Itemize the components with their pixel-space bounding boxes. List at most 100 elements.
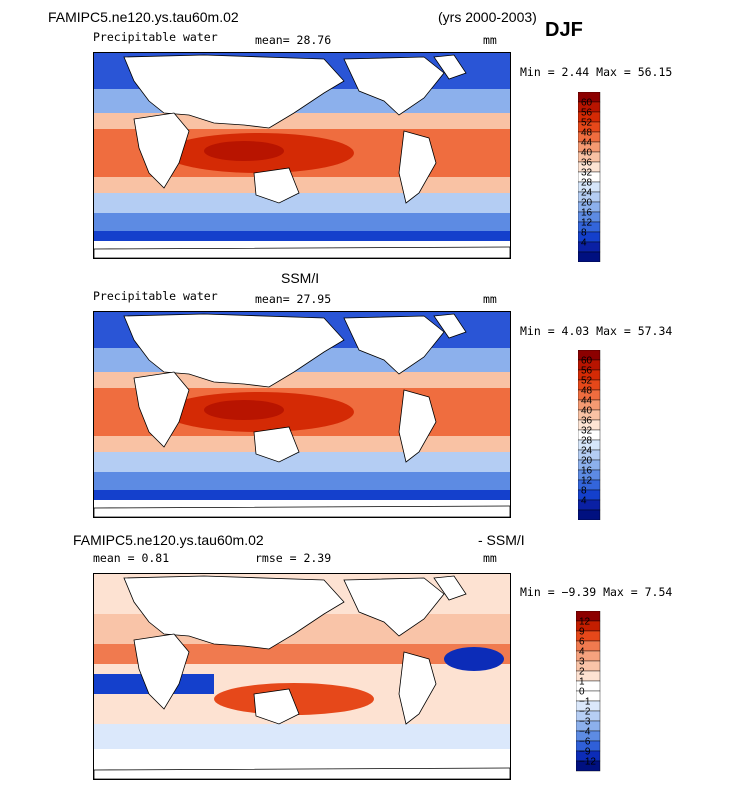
panel1-mean: mean= 28.76: [255, 33, 332, 47]
diff-neg-atlantic: [444, 647, 504, 671]
panel3-minmax: Min = −9.39 Max = 7.54: [520, 585, 673, 599]
cb1-label-1: 60: [581, 98, 593, 109]
land-greenland: [433, 54, 467, 80]
panel3-mean: mean = 0.81: [93, 551, 170, 565]
panel1-colorbar-svg: 60 56 52 48 44 40 36 32 28 24 20 16 12 8…: [577, 91, 601, 263]
cb1-label-6: 40: [581, 148, 593, 159]
field-south-dry: [94, 213, 510, 231]
panel2-title: SSM/I: [281, 270, 320, 286]
cb2-label-13: 12: [581, 476, 593, 487]
cb1-label-10: 24: [581, 188, 593, 199]
panel3-unit: mm: [483, 551, 497, 565]
cb2-label-2: 56: [581, 366, 593, 377]
field-south-mid: [94, 193, 510, 213]
cb2-label-5: 44: [581, 396, 593, 407]
panel2-minmax: Min = 4.03 Max = 57.34: [520, 324, 673, 338]
panel1-unit: mm: [483, 33, 497, 47]
diff-band-s: [94, 724, 510, 749]
panel3-rmse: rmse = 2.39: [255, 551, 332, 565]
cb1-label-4: 48: [581, 128, 593, 139]
panel2-unit: mm: [483, 292, 497, 306]
cb2-box-17: [577, 509, 601, 521]
cb3-label-14: −9: [579, 747, 591, 758]
panel2-colorbar-boxes: [577, 349, 601, 521]
panel1-colorbar-boxes: [577, 91, 601, 263]
cb1-label-2: 56: [581, 108, 593, 119]
cb2-label-14: 8: [581, 486, 587, 497]
land-africa: [133, 371, 190, 448]
land-africa: [133, 633, 190, 710]
cb1-label-12: 16: [581, 208, 593, 219]
land-eurasia: [123, 313, 345, 388]
panel2-mean: mean= 27.95: [255, 292, 332, 306]
cb3-label-6: 2: [579, 667, 585, 678]
cb1-label-9: 28: [581, 178, 593, 189]
field-south-edge: [94, 231, 510, 241]
cb1-box-17: [577, 251, 601, 263]
years-label: (yrs 2000-2003): [438, 9, 537, 25]
land-australia: [253, 426, 300, 463]
cb3-label-13: −6: [579, 737, 591, 748]
land-eurasia: [123, 575, 345, 650]
cb3-label-3: 6: [579, 637, 585, 648]
cb2-label-4: 48: [581, 386, 593, 397]
cb1-label-14: 8: [581, 228, 587, 239]
panel1-colorbar-labels: 60 56 52 48 44 40 36 32 28 24 20 16 12 8…: [581, 98, 593, 249]
land-south-america: [398, 651, 437, 725]
season-label: DJF: [545, 19, 583, 41]
cb2-label-1: 60: [581, 356, 593, 367]
panel3-colorbar: 12 9 6 4 3 2 1 0 −1 −2 −3 −4 −6 −9 −12: [575, 610, 636, 778]
cb2-label-10: 24: [581, 446, 593, 457]
panel2-colorbar-svg: 60 56 52 48 44 40 36 32 28 24 20 16 12 8…: [577, 349, 601, 521]
cb3-label-4: 4: [579, 647, 585, 658]
cb1-label-3: 52: [581, 118, 593, 129]
cb1-label-11: 20: [581, 198, 593, 209]
cb3-box-16: [575, 760, 601, 772]
panel3-map-svg: [94, 574, 510, 779]
cb2-label-15: 4: [581, 496, 587, 507]
land-south-america: [398, 130, 437, 204]
panel3-title-right: - SSM/I: [478, 532, 525, 548]
field-south-mid: [94, 452, 510, 472]
cb2-label-11: 20: [581, 456, 593, 467]
diff-pos-spcz: [214, 683, 374, 715]
land-north-america: [343, 577, 445, 637]
panel3-colorbar-boxes: [575, 610, 601, 772]
panel3-land: [94, 575, 510, 779]
cb2-label-6: 40: [581, 406, 593, 417]
land-eurasia: [123, 54, 345, 129]
cb3-label-2: 9: [579, 627, 585, 638]
land-north-america: [343, 315, 445, 375]
panel2-map-svg: [94, 312, 510, 517]
cb3-label-15: −12: [579, 757, 596, 768]
panel2-colorbar-labels: 60 56 52 48 44 40 36 32 28 24 20 16 12 8…: [581, 356, 593, 507]
panel3-colorbar-labels: 12 9 6 4 3 2 1 0 −1 −2 −3 −4 −6 −9 −12: [579, 617, 596, 768]
field-warm-core: [204, 400, 284, 420]
cb3-label-8: 0: [579, 687, 585, 698]
land-antarctica: [94, 505, 510, 517]
panel1-colorbar: 60 56 52 48 44 40 36 32 28 24 20 16 12 8…: [577, 91, 638, 267]
land-greenland: [433, 313, 467, 339]
land-antarctica: [94, 246, 510, 258]
panel2-land: [94, 313, 510, 517]
field-south-dry: [94, 472, 510, 490]
panel1-map: [93, 52, 511, 259]
land-australia: [253, 688, 300, 725]
panel2-variable-label: Precipitable water: [93, 289, 218, 303]
cb3-label-11: −3: [579, 717, 591, 728]
cb2-label-8: 32: [581, 426, 593, 437]
cb2-label-9: 28: [581, 436, 593, 447]
cb1-label-7: 36: [581, 158, 593, 169]
cb3-label-7: 1: [579, 677, 585, 688]
panel3-colorbar-svg: 12 9 6 4 3 2 1 0 −1 −2 −3 −4 −6 −9 −12: [575, 610, 601, 772]
cb1-label-8: 32: [581, 168, 593, 179]
cb3-label-5: 3: [579, 657, 585, 668]
land-south-america: [398, 389, 437, 463]
panel2-colorbar: 60 56 52 48 44 40 36 32 28 24 20 16 12 8…: [577, 349, 638, 525]
cb3-label-9: −1: [579, 697, 591, 708]
cb3-label-12: −4: [579, 727, 591, 738]
cb2-label-3: 52: [581, 376, 593, 387]
cb3-label-10: −2: [579, 707, 591, 718]
cb1-label-15: 4: [581, 238, 587, 249]
model-name: FAMIPC5.ne120.ys.tau60m.02: [48, 9, 239, 25]
